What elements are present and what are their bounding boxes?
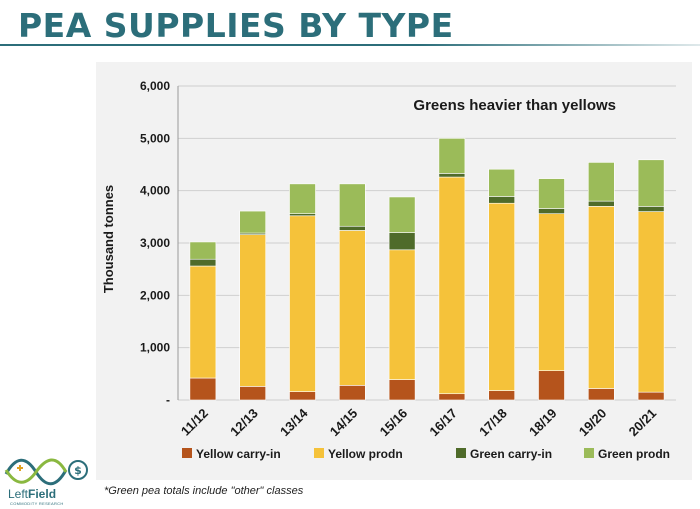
bar-segment (339, 230, 366, 386)
y-tick-label: 2,000 (140, 288, 170, 302)
bar-segment (438, 393, 466, 401)
bar-segment (189, 258, 217, 267)
y-tick-label: 1,000 (140, 341, 170, 355)
bar-segment (189, 377, 217, 401)
bar-segment (488, 390, 516, 401)
logo-subtitle: COMMODITY RESEARCH (10, 501, 64, 506)
bar-segment (488, 202, 516, 391)
svg-text:LeftField: LeftField (8, 487, 56, 501)
svg-text:$: $ (74, 464, 82, 477)
logo-left: Left (8, 487, 29, 501)
legend-label: Green prodn (598, 447, 670, 461)
bar-segment (637, 206, 665, 212)
legend-swatch (584, 448, 594, 458)
y-axis-label: Thousand tonnes (101, 185, 116, 293)
legend-label: Yellow prodn (328, 447, 403, 461)
bar-segment (239, 210, 266, 234)
x-tick-label: 20/21 (626, 406, 660, 440)
slide-title: PEA SUPPLIES BY TYPE (18, 6, 454, 45)
legend-swatch (456, 448, 466, 458)
footnote: *Green pea totals include "other" classe… (104, 485, 304, 497)
chart-annotation: Greens heavier than yellows (413, 97, 616, 114)
legend: Yellow carry-in Yellow prodn Green carry-i… (182, 447, 670, 461)
y-tick-label: 5,000 (140, 131, 170, 145)
bar-segment (289, 391, 316, 401)
x-tick-label: 16/17 (426, 406, 460, 440)
bar-segment (637, 211, 665, 393)
bar-segment (538, 213, 565, 371)
bar-segment (289, 215, 316, 392)
bar-segment (538, 370, 565, 401)
bar-segment (587, 162, 615, 202)
bar-segment (339, 385, 366, 401)
bar-segment (637, 391, 665, 401)
chart-panel: - 1,000 2,000 3,000 4,000 5,000 6,000 11/12 12/1… (96, 62, 692, 480)
bar-segment (438, 173, 466, 178)
bar-segment (587, 200, 615, 207)
legend-label: Yellow carry-in (196, 447, 281, 461)
bar-segment (538, 178, 565, 209)
x-tick-label: 17/18 (476, 406, 510, 440)
bar-segment (438, 138, 466, 174)
bar-segment (189, 241, 217, 260)
x-tick-label: 13/14 (277, 405, 311, 439)
bar-segment (538, 208, 565, 214)
bar-segment (289, 213, 316, 217)
bar-segment (239, 234, 266, 387)
bar-segment (339, 225, 366, 231)
bar-segment (339, 183, 366, 227)
y-tick-label: 3,000 (140, 236, 170, 250)
x-tick-label: 14/15 (327, 406, 361, 440)
bar-segment (587, 206, 615, 389)
y-tick-label: - (166, 393, 170, 407)
bars (189, 138, 665, 401)
leftfield-logo: $ LeftField COMMODITY RESEARCH (4, 458, 88, 506)
bar-segment (289, 183, 316, 214)
bar-segment (637, 159, 665, 207)
logo-right: Field (28, 487, 56, 501)
x-tick-label: 11/12 (178, 406, 211, 439)
bar-segment (388, 249, 416, 380)
x-tick-label: 15/16 (377, 406, 411, 440)
bar-segment (488, 168, 516, 197)
bar-segment (488, 196, 516, 204)
bar-segment (587, 388, 615, 401)
x-tick-label: 19/20 (576, 406, 610, 440)
bar-segment (189, 265, 217, 379)
bar-segment (388, 196, 416, 233)
stacked-bar-chart: - 1,000 2,000 3,000 4,000 5,000 6,000 11/12 12/1… (101, 79, 676, 461)
title-underline (0, 44, 700, 46)
bar-segment (438, 176, 466, 395)
legend-label: Green carry-in (470, 447, 552, 461)
legend-swatch (314, 448, 324, 458)
bar-segment (239, 386, 266, 401)
y-tick-label: 4,000 (140, 184, 170, 198)
bar-segment (388, 232, 416, 251)
x-tick-label: 18/19 (526, 406, 560, 440)
x-tick-label: 12/13 (227, 406, 261, 440)
bar-segment (388, 379, 416, 401)
legend-swatch (182, 448, 192, 458)
y-tick-label: 6,000 (140, 79, 170, 93)
